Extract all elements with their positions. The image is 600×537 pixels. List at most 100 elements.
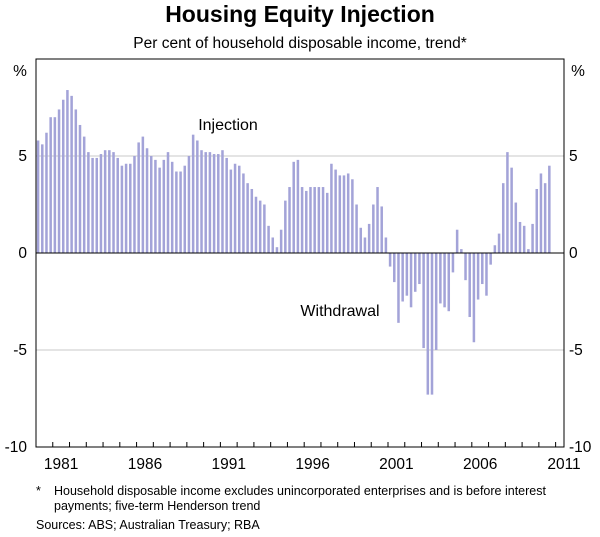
bar <box>305 190 308 253</box>
bar <box>384 237 388 253</box>
y-tick-label-left: 0 <box>18 245 27 262</box>
bar <box>120 165 124 253</box>
bar <box>351 179 354 253</box>
bar <box>451 253 455 273</box>
bar <box>225 157 228 253</box>
sources: Sources: ABS; Australian Treasury; RBA <box>36 518 260 532</box>
bar <box>393 253 396 283</box>
y-tick-label-left: -5 <box>13 342 27 359</box>
bar <box>485 253 488 296</box>
bar <box>376 187 379 253</box>
y-tick-label-right: 0 <box>569 245 578 262</box>
bar <box>112 152 115 253</box>
bar <box>133 156 136 253</box>
gridlines <box>36 155 564 448</box>
bar <box>237 165 241 253</box>
bar <box>535 188 539 253</box>
bar <box>78 124 82 254</box>
bar <box>543 183 547 253</box>
bar <box>510 167 513 253</box>
bar <box>183 165 187 253</box>
bar <box>87 152 90 253</box>
bar <box>455 229 459 253</box>
bar <box>501 183 505 253</box>
footnote-text: Household disposable income excludes uni… <box>54 484 546 513</box>
bar <box>149 156 153 253</box>
bar <box>292 161 295 253</box>
bar <box>66 90 69 253</box>
bar <box>464 253 467 281</box>
bar <box>401 253 404 302</box>
bar <box>426 253 430 395</box>
bar <box>342 175 346 253</box>
bar <box>476 253 480 300</box>
bar <box>116 157 119 253</box>
bar <box>145 148 149 253</box>
bar <box>108 150 111 253</box>
y-unit-right: % <box>571 63 585 80</box>
bar <box>267 225 270 253</box>
bar <box>317 187 321 253</box>
axes <box>35 58 565 448</box>
annotation-injection: Injection <box>198 117 258 134</box>
bar <box>489 253 492 265</box>
bar <box>434 253 438 350</box>
bar <box>103 150 107 253</box>
bar <box>250 188 254 253</box>
bar <box>82 136 86 253</box>
bar <box>233 163 237 253</box>
x-tick-label: 2006 <box>463 456 497 473</box>
bar <box>129 163 132 253</box>
bar <box>263 204 266 253</box>
y-unit-left: % <box>13 63 27 80</box>
bar <box>309 187 312 253</box>
bar <box>355 204 358 253</box>
tick-labels: -10 -10 -5 -5 0 0 5 5 1981 1986 1991 1996 2001 2006 20… <box>5 148 592 473</box>
bar <box>162 159 166 253</box>
bar <box>413 253 417 292</box>
bar <box>334 169 337 253</box>
bar <box>497 233 501 253</box>
bar <box>359 227 363 253</box>
bar <box>70 95 73 253</box>
bar <box>330 163 333 253</box>
bar <box>548 165 551 253</box>
y-tick-label-right: -5 <box>569 342 583 359</box>
x-tick-label: 1986 <box>128 456 162 473</box>
bar <box>388 253 392 267</box>
bar <box>217 154 220 253</box>
bar <box>258 200 262 253</box>
y-tick-label-right: -10 <box>569 439 592 456</box>
bar <box>346 173 350 253</box>
bar <box>518 221 522 253</box>
bar <box>380 206 383 253</box>
bar <box>45 132 48 253</box>
bar <box>179 171 182 253</box>
bar <box>49 117 52 253</box>
bar <box>405 253 409 296</box>
y-tick-label-right: 5 <box>569 148 578 165</box>
bar <box>338 175 342 253</box>
x-tick-label: 1996 <box>295 456 329 473</box>
bar <box>154 159 157 253</box>
y-tick-label-left: 5 <box>18 148 27 165</box>
bar <box>439 253 442 304</box>
bar <box>325 192 329 253</box>
bar <box>363 237 367 253</box>
bar <box>91 157 94 253</box>
bar <box>430 253 434 395</box>
x-tick-label: 1981 <box>44 456 78 473</box>
bar <box>493 245 497 253</box>
bar <box>53 117 57 253</box>
bar <box>137 142 140 253</box>
bar <box>447 253 451 312</box>
bar <box>296 159 300 253</box>
bar <box>372 204 375 253</box>
bar <box>279 229 283 253</box>
bar <box>275 247 279 253</box>
bar <box>95 157 99 253</box>
x-tick-label: 2001 <box>379 456 413 473</box>
bar <box>170 161 174 253</box>
bar <box>254 196 258 253</box>
